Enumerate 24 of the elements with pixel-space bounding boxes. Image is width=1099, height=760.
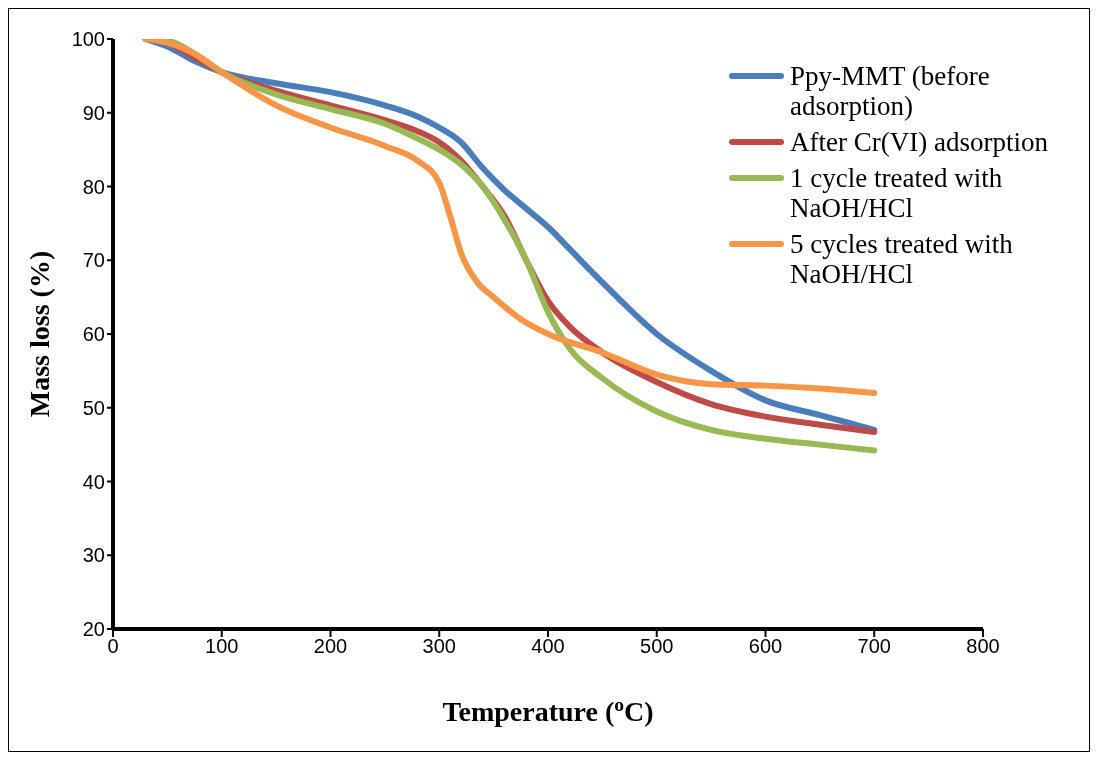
- y-tick-label: 70: [82, 249, 105, 272]
- y-tick-label: 90: [82, 101, 105, 124]
- y-tick-label: 40: [82, 470, 105, 493]
- x-tick-label: 100: [205, 635, 239, 658]
- y-tick-label: 60: [82, 323, 105, 346]
- y-tick-label: 20: [82, 618, 105, 641]
- legend-label: 1 cycle treated with NaOH/HCl: [790, 163, 1004, 223]
- x-tick-label: 700: [857, 635, 891, 658]
- y-tick-label: 50: [82, 396, 105, 419]
- y-tick-label: 30: [82, 544, 105, 567]
- x-tick-label: 800: [966, 635, 1000, 658]
- legend-label: 5 cycles treated with NaOH/HCl: [790, 229, 1014, 289]
- y-tick-label: 80: [82, 175, 105, 198]
- legend-label: After Cr(VI) adsorption: [790, 127, 1048, 157]
- x-tick-label: 400: [531, 635, 565, 658]
- y-tick-label: 100: [71, 28, 105, 51]
- x-axis-title: Temperature ($^{o}$C): [442, 693, 654, 727]
- x-tick-label: 300: [422, 635, 456, 658]
- x-tick-label: 500: [640, 635, 674, 658]
- y-axis-title: Mass loss (%): [24, 250, 56, 418]
- x-tick-label: 200: [313, 635, 348, 658]
- x-tick-label: 600: [748, 635, 783, 658]
- x-tick-label: 0: [107, 635, 119, 658]
- legend-label: Ppy-MMT (before adsorption): [790, 61, 991, 121]
